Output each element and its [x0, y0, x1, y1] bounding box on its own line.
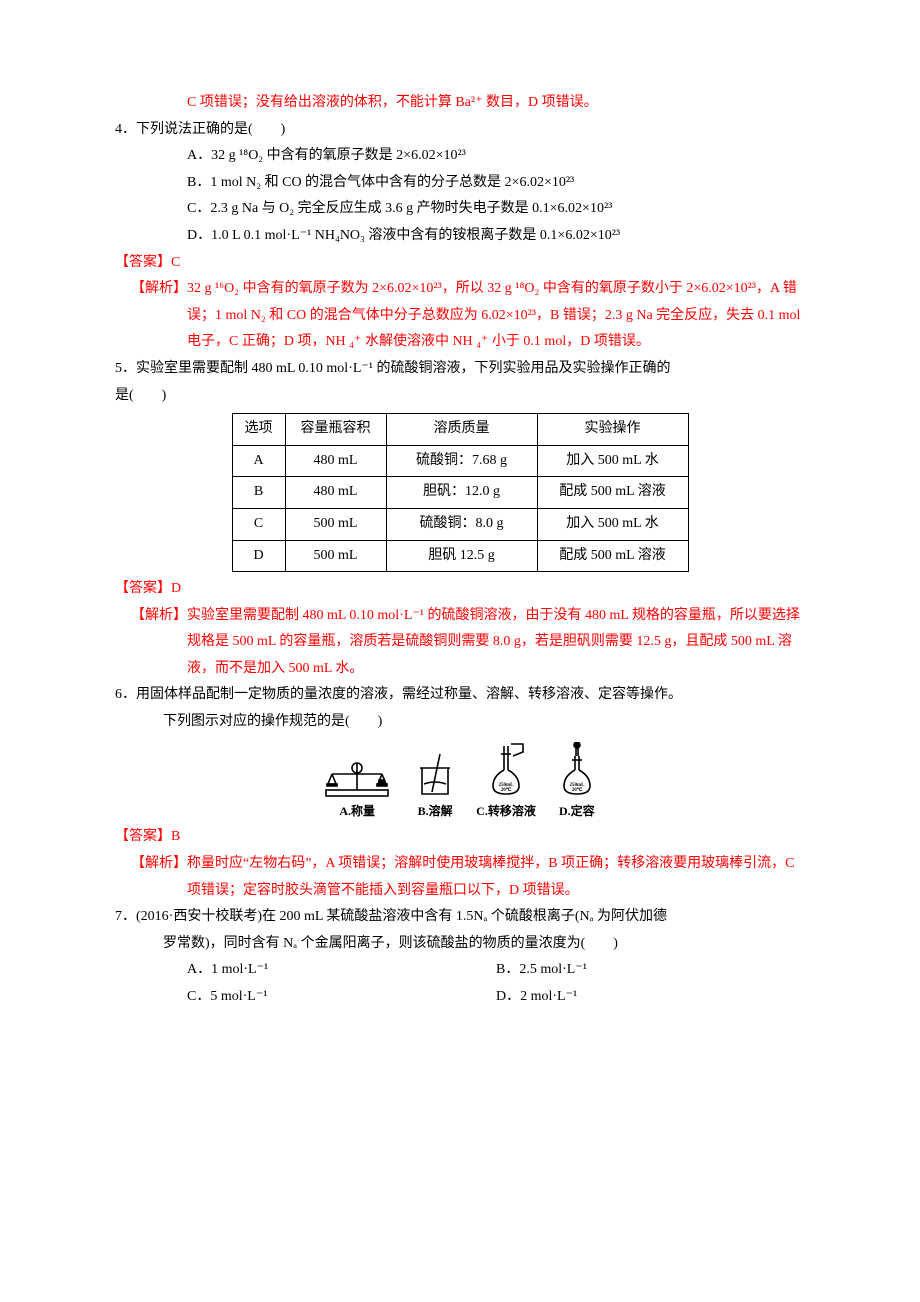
table-cell: B	[232, 477, 285, 509]
q5-explanation: 【解析】实验室里需要配制 480 mL 0.10 mol·L⁻¹ 的硫酸铜溶液，…	[115, 603, 805, 683]
table-cell: 胆矾 12.5 g	[386, 540, 537, 572]
q7-opt-c: C．5 mol·L⁻¹	[187, 984, 496, 1011]
q5-answer: 【答案】D	[115, 576, 805, 603]
carryover-text: C 项错误；没有给出溶液的体积，不能计算 Ba²⁺ 数目，D 项错误。	[115, 90, 805, 117]
table-cell: 500 mL	[285, 540, 386, 572]
table-row: A 480 mL 硫酸铜：7.68 g 加入 500 mL 水	[232, 445, 688, 477]
q4-stem: 4．下列说法正确的是( )	[115, 117, 805, 144]
q7-opt-a: A．1 mol·L⁻¹	[187, 957, 496, 984]
q4-opt-a: A．32 g ¹⁸O₂ 中含有的氧原子数是 2×6.02×10²³	[115, 143, 805, 170]
q6-stem-line2: 下列图示对应的操作规范的是( )	[115, 709, 805, 736]
q7-stem-line2: 罗常数)，同时含有 Nₐ 个金属阳离子，则该硫酸盐的物质的量浓度为( )	[115, 931, 805, 958]
table-cell: 加入 500 mL 水	[537, 508, 688, 540]
q4-explanation: 【解析】32 g ¹⁶O₂ 中含有的氧原子数为 2×6.02×10²³，所以 3…	[115, 276, 805, 356]
flask-dropper-icon: 250mL 20℃	[554, 742, 600, 798]
table-cell: 配成 500 mL 溶液	[537, 477, 688, 509]
q7-opt-d: D．2 mol·L⁻¹	[496, 984, 805, 1011]
flask-transfer-icon: 250mL 20℃	[483, 742, 529, 798]
explanation-label: 【解析】	[131, 856, 187, 871]
q6-figure-row: A.称量 B.溶解	[115, 742, 805, 823]
answer-label: 【答案】	[115, 255, 171, 270]
explanation-text: 称量时应“左物右码”，A 项错误；溶解时使用玻璃棒搅拌，B 项正确；转移溶液要用…	[187, 856, 794, 898]
answer-value: D	[171, 581, 181, 596]
table-row: B 480 mL 胆矾：12.0 g 配成 500 mL 溶液	[232, 477, 688, 509]
explanation-label: 【解析】	[131, 608, 187, 623]
q7-stem-line1: 7．(2016·西安十校联考)在 200 mL 某硫酸盐溶液中含有 1.5Nₐ …	[115, 904, 805, 931]
answer-label: 【答案】	[115, 829, 171, 844]
table-cell: 配成 500 mL 溶液	[537, 540, 688, 572]
table-row: C 500 mL 硫酸铜：8.0 g 加入 500 mL 水	[232, 508, 688, 540]
table-header: 容量瓶容积	[285, 414, 386, 446]
q7-opt-row2: C．5 mol·L⁻¹ D．2 mol·L⁻¹	[115, 984, 805, 1011]
explanation-text: 实验室里需要配制 480 mL 0.10 mol·L⁻¹ 的硫酸铜溶液，由于没有…	[187, 608, 800, 676]
table-cell: 硫酸铜：8.0 g	[386, 508, 537, 540]
q4-opt-d: D．1.0 L 0.1 mol·L⁻¹ NH₄NO₃ 溶液中含有的铵根离子数是 …	[115, 223, 805, 250]
answer-label: 【答案】	[115, 581, 171, 596]
explanation-label: 【解析】	[131, 281, 187, 296]
q5-table: 选项 容量瓶容积 溶质质量 实验操作 A 480 mL 硫酸铜：7.68 g 加…	[232, 413, 689, 572]
table-cell: 500 mL	[285, 508, 386, 540]
answer-value: B	[171, 829, 180, 844]
table-cell: 480 mL	[285, 445, 386, 477]
q5-stem-line1: 5．实验室里需要配制 480 mL 0.10 mol·L⁻¹ 的硫酸铜溶液，下列…	[115, 356, 805, 383]
q4-opt-c: C．2.3 g Na 与 O₂ 完全反应生成 3.6 g 产物时失电子数是 0.…	[115, 196, 805, 223]
balance-icon	[320, 750, 394, 798]
q5-stem-line2: 是( )	[115, 383, 805, 410]
table-header: 选项	[232, 414, 285, 446]
q6-stem-line1: 6．用固体样品配制一定物质的量浓度的溶液，需经过称量、溶解、转移溶液、定容等操作…	[115, 682, 805, 709]
fig-caption: D.定容	[554, 800, 600, 823]
svg-text:20℃: 20℃	[501, 786, 512, 793]
q4-answer: 【答案】C	[115, 250, 805, 277]
table-cell: 加入 500 mL 水	[537, 445, 688, 477]
fig-caption: A.称量	[320, 800, 394, 823]
table-header: 溶质质量	[386, 414, 537, 446]
fig-caption: C.转移溶液	[476, 800, 536, 823]
table-row: D 500 mL 胆矾 12.5 g 配成 500 mL 溶液	[232, 540, 688, 572]
table-cell: 硫酸铜：7.68 g	[386, 445, 537, 477]
q6-fig-b: B.溶解	[412, 750, 458, 823]
q6-fig-c: 250mL 20℃ C.转移溶液	[476, 742, 536, 823]
beaker-icon	[412, 750, 458, 798]
page: C 项错误；没有给出溶液的体积，不能计算 Ba²⁺ 数目，D 项错误。 4．下列…	[0, 0, 920, 1071]
q4-opt-b: B．1 mol N₂ 和 CO 的混合气体中含有的分子总数是 2×6.02×10…	[115, 170, 805, 197]
svg-text:20℃: 20℃	[572, 786, 583, 793]
table-row: 选项 容量瓶容积 溶质质量 实验操作	[232, 414, 688, 446]
q6-explanation: 【解析】称量时应“左物右码”，A 项错误；溶解时使用玻璃棒搅拌，B 项正确；转移…	[115, 851, 805, 904]
table-cell: 胆矾：12.0 g	[386, 477, 537, 509]
q7-opt-b: B．2.5 mol·L⁻¹	[496, 957, 805, 984]
fig-caption: B.溶解	[412, 800, 458, 823]
table-header: 实验操作	[537, 414, 688, 446]
table-cell: C	[232, 508, 285, 540]
q6-fig-d: 250mL 20℃ D.定容	[554, 742, 600, 823]
q6-answer: 【答案】B	[115, 824, 805, 851]
explanation-text: 32 g ¹⁶O₂ 中含有的氧原子数为 2×6.02×10²³，所以 32 g …	[187, 281, 800, 349]
table-cell: 480 mL	[285, 477, 386, 509]
answer-value: C	[171, 255, 180, 270]
table-cell: A	[232, 445, 285, 477]
q6-fig-a: A.称量	[320, 750, 394, 823]
table-cell: D	[232, 540, 285, 572]
q7-opt-row1: A．1 mol·L⁻¹ B．2.5 mol·L⁻¹	[115, 957, 805, 984]
